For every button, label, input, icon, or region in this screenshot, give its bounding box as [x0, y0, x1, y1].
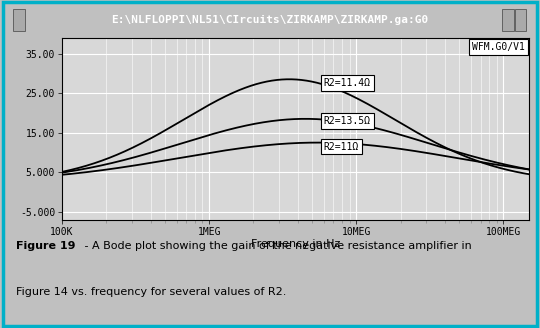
Text: Figure 19: Figure 19 — [16, 241, 76, 251]
Text: WFM.G0/V1: WFM.G0/V1 — [472, 42, 525, 52]
Text: R2=13.5Ω: R2=13.5Ω — [323, 116, 370, 126]
Text: R2=11Ω: R2=11Ω — [323, 142, 359, 152]
FancyBboxPatch shape — [515, 9, 526, 31]
Text: Figure 14 vs. frequency for several values of R2.: Figure 14 vs. frequency for several valu… — [16, 287, 286, 297]
X-axis label: Frequency in Hz: Frequency in Hz — [251, 239, 340, 250]
Text: E:\NLFLOPPI\NL51\CIrcuits\ZIRKAMP\ZIRKAMP.ga:G0: E:\NLFLOPPI\NL51\CIrcuits\ZIRKAMP\ZIRKAM… — [111, 15, 429, 25]
Text: R2=11.4Ω: R2=11.4Ω — [323, 78, 370, 88]
FancyBboxPatch shape — [14, 9, 25, 31]
FancyBboxPatch shape — [502, 9, 514, 31]
Text: - A Bode plot showing the gain of the negative resistance amplifier in: - A Bode plot showing the gain of the ne… — [81, 241, 471, 251]
